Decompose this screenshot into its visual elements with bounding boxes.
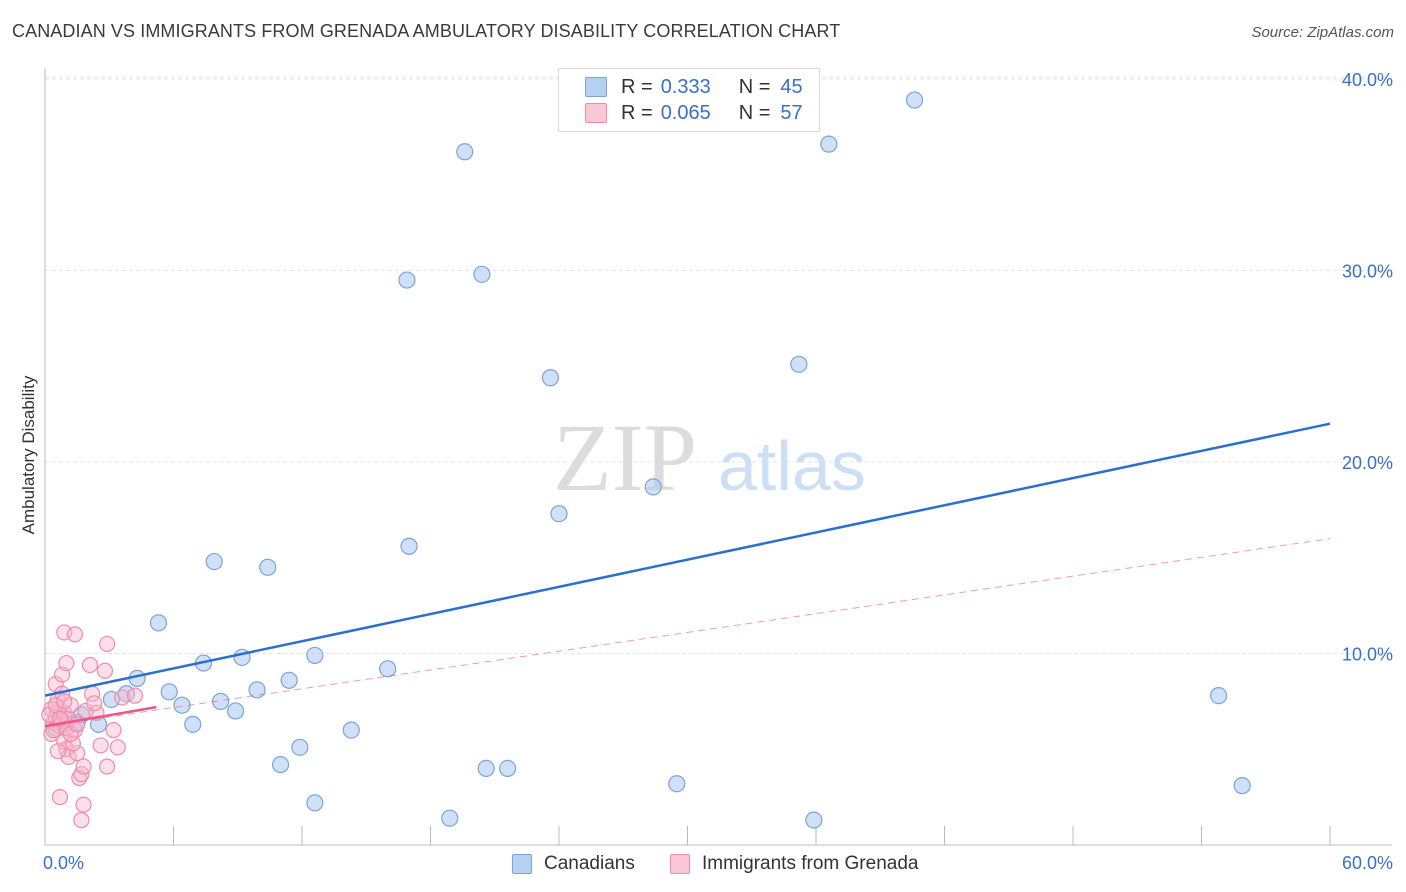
legend-row-canadians: R = 0.333 N = 45: [585, 75, 803, 99]
canadians-point: [790, 355, 808, 373]
grenada-point: [113, 689, 131, 706]
canadians-point: [473, 265, 491, 283]
canadians-point: [227, 702, 245, 720]
legend-r-label: R =: [621, 75, 653, 98]
grenada-point: [99, 758, 116, 775]
grenada-legend-swatch: [670, 854, 690, 874]
canadians-point: [271, 755, 290, 774]
grenada-point: [105, 721, 122, 739]
grenada-trend-extended: [44, 538, 1331, 727]
grenada-point: [86, 695, 103, 712]
bottom-legend-grenada: Immigrants from Grenada: [670, 852, 918, 876]
y-axis-label: Ambulatory Disability: [19, 375, 38, 534]
grenada-point: [109, 739, 126, 756]
canadians-point: [1233, 777, 1251, 795]
chart-title: CANADIAN VS IMMIGRANTS FROM GRENADA AMBU…: [12, 21, 841, 41]
correlation-legend: R = 0.333 N = 45 R = 0.065 N = 57: [558, 68, 820, 132]
y-tick-label: 20.0%: [1342, 453, 1393, 473]
canadians-point: [149, 614, 168, 632]
bottom-legend-canadians: Canadians: [512, 852, 635, 876]
grenada-point: [66, 626, 84, 643]
grenada-swatch: [585, 103, 607, 123]
canadians-point: [541, 369, 560, 387]
y-tick-label: 40.0%: [1342, 70, 1393, 90]
canadians-point: [499, 759, 517, 778]
canadians-point: [259, 558, 277, 576]
legend-r-label: R =: [621, 101, 653, 124]
canadians-trend-line: [44, 422, 1331, 697]
canadians-point: [398, 271, 416, 289]
legend-n-label: N =: [738, 101, 771, 124]
canadians-point: [291, 738, 309, 756]
canadians-point: [400, 537, 418, 555]
grenada-trend-line: [44, 705, 157, 728]
source-note: Source: ZipAtlas.com: [1251, 24, 1394, 41]
grenada-point: [49, 743, 66, 760]
grenada-point: [75, 796, 92, 813]
canadians-point: [184, 715, 202, 733]
grenada-point: [99, 635, 116, 653]
grenada-point: [56, 693, 73, 710]
canadians-legend-label: Canadians: [544, 853, 635, 874]
legend-r-value-canadians: 0.333: [660, 75, 711, 98]
grenada-point: [69, 744, 86, 762]
legend-row-grenada: R = 0.065 N = 57: [585, 101, 803, 125]
grenada-point: [96, 662, 114, 679]
canadians-point: [477, 759, 495, 778]
legend-r-value-grenada: 0.065: [660, 101, 711, 124]
canadians-point: [456, 143, 474, 161]
canadians-point: [668, 775, 686, 793]
canadians-point: [379, 660, 397, 678]
grenada-point: [92, 737, 109, 754]
canadians-point: [441, 809, 459, 827]
x-tick-label-min: 0.0%: [43, 853, 84, 873]
grenada-legend-label: Immigrants from Grenada: [702, 853, 919, 874]
y-tick-label: 30.0%: [1342, 262, 1393, 282]
canadians-point: [306, 646, 324, 665]
watermark-zip: ZIP: [553, 404, 697, 511]
grenada-point: [62, 725, 79, 743]
grenada-point: [47, 676, 64, 693]
grenada-point: [126, 687, 144, 704]
legend-n-label: N =: [738, 75, 771, 98]
canadians-legend-swatch: [512, 854, 532, 874]
watermark-atlas: atlas: [718, 427, 866, 505]
canadians-point: [160, 683, 178, 701]
grenada-point: [73, 812, 90, 829]
canadians-point: [905, 91, 924, 109]
legend-n-value-canadians: 45: [780, 75, 803, 98]
canadians-point: [205, 552, 223, 571]
canadians-point: [342, 721, 360, 739]
grenada-point: [64, 735, 81, 752]
canadians-point: [644, 478, 662, 496]
canadians-point: [306, 794, 324, 812]
grenada-point: [75, 758, 92, 775]
canadians-point: [805, 811, 823, 829]
legend-n-value-grenada: 57: [780, 101, 803, 124]
y-tick-label: 10.0%: [1342, 645, 1393, 665]
canadians-point: [280, 671, 298, 689]
canadians-point: [248, 681, 266, 699]
canadians-point: [550, 505, 568, 523]
grenada-point: [51, 789, 69, 806]
canadians-swatch: [585, 77, 607, 97]
canadians-point: [820, 135, 838, 153]
grenada-point: [81, 656, 99, 674]
x-tick-label-max: 60.0%: [1342, 853, 1393, 873]
grenada-point: [58, 654, 75, 672]
canadians-point: [1210, 687, 1228, 705]
